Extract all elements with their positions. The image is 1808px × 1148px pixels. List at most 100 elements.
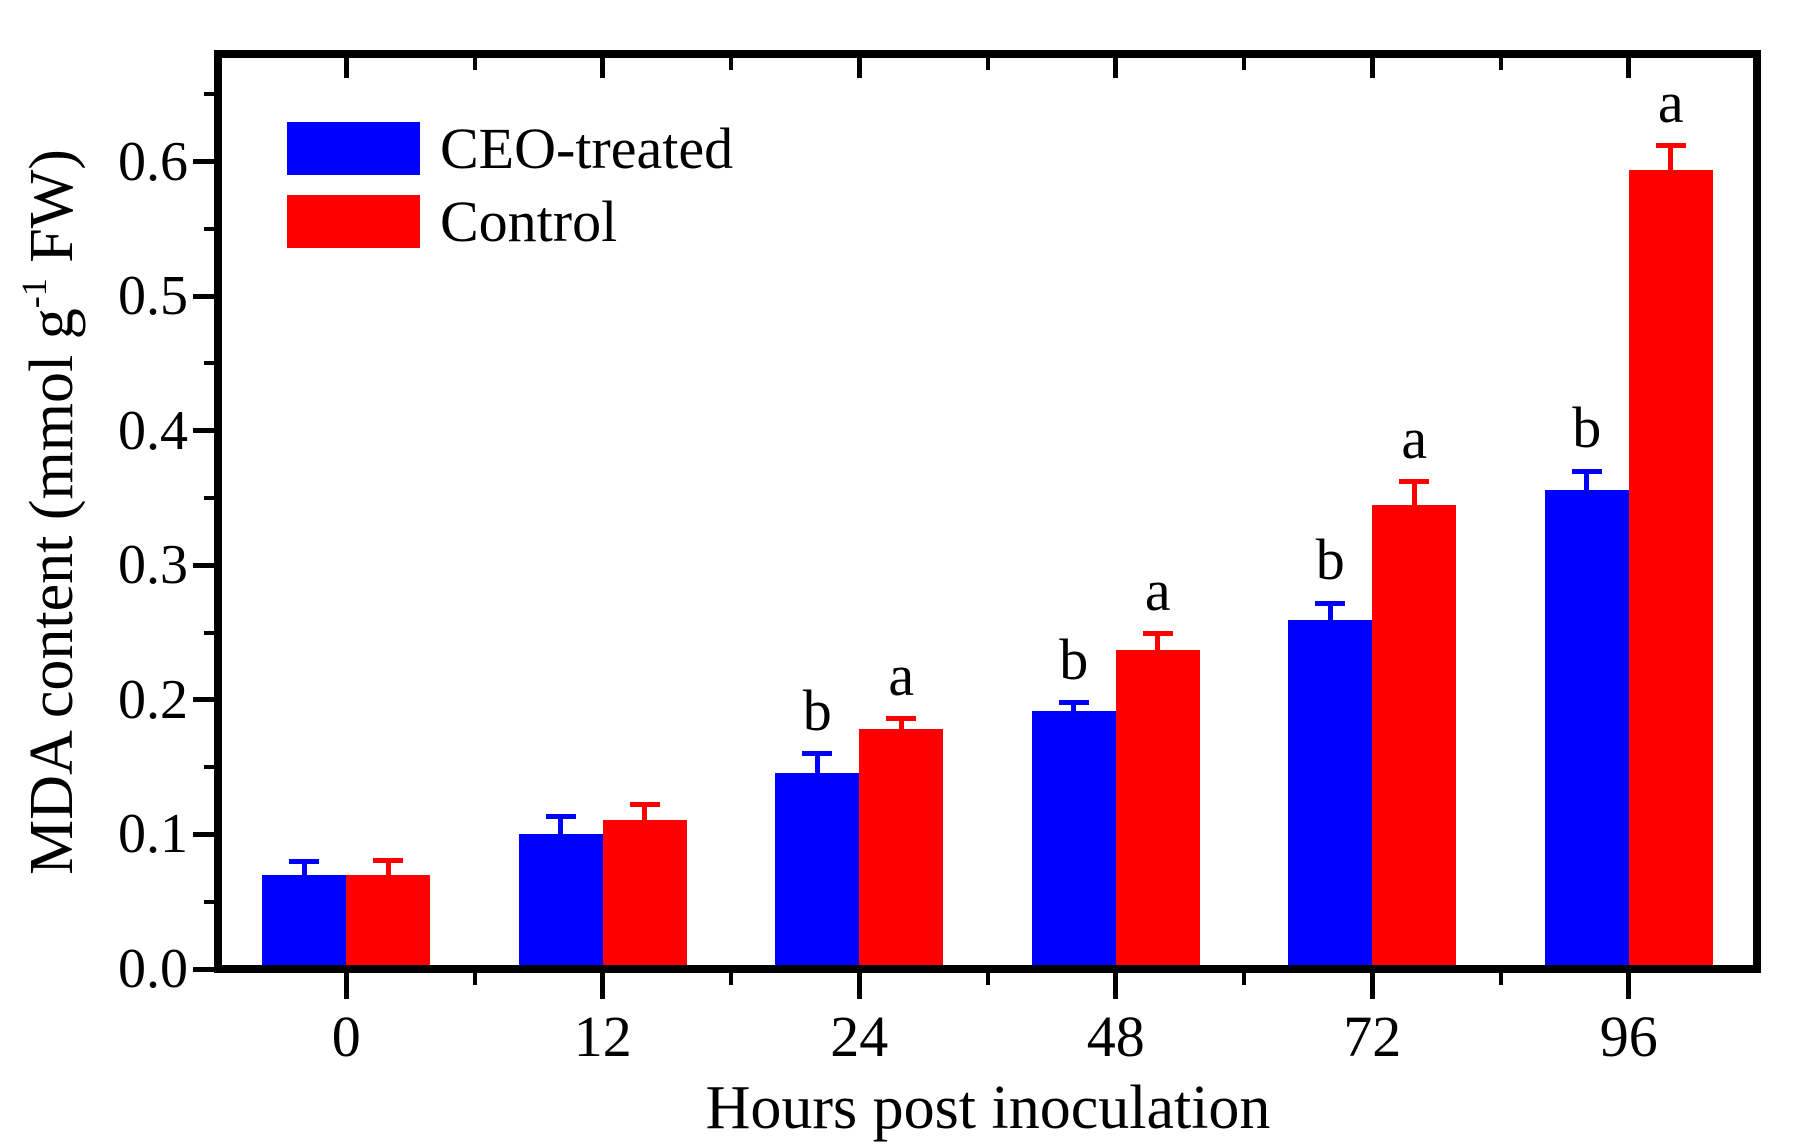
error-bar-line [1411, 481, 1417, 505]
x-axis-top-major-tick [343, 58, 349, 78]
error-bar-cap [1058, 700, 1089, 706]
bar-ceo-treated [775, 772, 860, 969]
y-axis-tick-label: 0.4 [118, 399, 188, 462]
y-axis-major-tick [193, 293, 218, 299]
x-axis-top-minor-tick [1498, 58, 1503, 70]
x-axis-minor-tick [1242, 971, 1246, 985]
x-axis-major-tick [1113, 971, 1119, 999]
x-axis-top-major-tick [1626, 58, 1632, 78]
legend-label: Control [440, 188, 618, 254]
error-bar-cap [1399, 479, 1430, 485]
bar-control [1115, 650, 1200, 969]
x-axis-top-minor-tick [985, 58, 990, 70]
x-axis-top-major-tick [856, 58, 862, 78]
y-axis-tick-label: 0.6 [118, 130, 188, 193]
error-bar-cap [802, 751, 833, 757]
significance-letter: b [1059, 626, 1089, 692]
y-axis-minor-tick [204, 92, 218, 97]
y-axis-title-unit: FW) [18, 149, 86, 279]
error-bar-cap [886, 716, 917, 722]
y-axis-major-tick [193, 562, 218, 568]
y-axis-minor-tick [204, 630, 218, 635]
x-axis-major-tick [1626, 971, 1632, 999]
y-axis-tick-label: 0.2 [118, 668, 188, 731]
x-axis-tick-label: 72 [1343, 1004, 1402, 1069]
x-axis-minor-tick [729, 971, 733, 985]
x-axis-minor-tick [1498, 971, 1503, 985]
significance-letter: a [888, 642, 915, 708]
x-axis-top-major-tick [1369, 58, 1375, 78]
error-bar-line [1327, 603, 1333, 621]
y-axis-minor-tick [204, 899, 218, 904]
bar-control [602, 819, 687, 969]
y-axis-tick-label: 0.0 [118, 938, 188, 1000]
x-axis-major-tick [856, 971, 862, 999]
bar-control [859, 729, 944, 969]
bar-control [1628, 169, 1713, 969]
bar-control [346, 874, 431, 969]
error-bar-line [1584, 471, 1590, 490]
error-bar-line [558, 816, 564, 835]
bar-ceo-treated [262, 874, 347, 969]
y-axis-minor-tick [204, 496, 218, 501]
error-bar-line [814, 753, 820, 773]
x-axis-top-minor-tick [472, 58, 477, 70]
error-bar-line [642, 804, 648, 820]
error-bar-cap [545, 814, 576, 820]
y-axis-major-tick [193, 428, 218, 434]
y-axis-major-tick [193, 159, 218, 165]
y-axis-major-tick [193, 697, 218, 703]
significance-letter: b [1315, 527, 1345, 592]
y-axis-title: MDA content (mmol g-1 FW) [14, 149, 91, 875]
significance-letter: b [802, 677, 832, 743]
error-bar-cap [1142, 631, 1173, 637]
bar-ceo-treated [1031, 710, 1116, 969]
error-bar-cap [289, 858, 320, 864]
significance-letter: a [1401, 405, 1428, 471]
bar-ceo-treated [518, 834, 603, 969]
y-axis-major-tick [193, 831, 218, 837]
error-bar-line [1155, 633, 1161, 651]
x-axis-tick-label: 0 [331, 1004, 361, 1069]
x-axis-top-major-tick [600, 58, 606, 78]
x-axis-tick-label: 48 [1086, 1004, 1145, 1069]
bar-ceo-treated [1288, 620, 1373, 969]
x-axis-major-tick [343, 971, 349, 999]
error-bar-line [898, 718, 904, 730]
error-bar-line [385, 860, 391, 875]
x-axis-major-tick [600, 971, 606, 999]
legend-item: Control [287, 185, 733, 258]
y-axis-tick-label: 0.1 [118, 803, 188, 866]
legend-label: CEO-treated [440, 115, 734, 181]
x-axis-minor-tick [472, 971, 477, 985]
legend-item: CEO-treated [287, 112, 733, 185]
x-axis-top-major-tick [1113, 58, 1119, 78]
x-axis-top-minor-tick [1242, 58, 1246, 70]
y-axis-major-tick [193, 966, 218, 972]
y-axis-title-superscript: -1 [14, 278, 54, 309]
error-bar-cap [1315, 600, 1346, 606]
legend: CEO-treated Control [287, 112, 733, 258]
x-axis-minor-tick [985, 971, 990, 985]
error-bar-cap [629, 802, 660, 808]
x-axis-tick-label: 24 [830, 1004, 889, 1069]
y-axis-minor-tick [204, 361, 218, 366]
error-bar-line [301, 861, 307, 875]
x-axis-major-tick [1369, 971, 1375, 999]
significance-letter: b [1572, 395, 1602, 461]
x-axis-tick-label: 96 [1599, 1004, 1658, 1069]
y-axis-title-text: MDA content (mmol g [18, 308, 86, 875]
y-axis-tick-label: 0.3 [118, 534, 188, 597]
x-axis-title: Hours post inoculation [705, 1074, 1271, 1142]
error-bar-cap [1571, 468, 1602, 474]
y-axis-minor-tick [204, 226, 218, 231]
plot-frame [214, 50, 1761, 973]
significance-letter: a [1144, 557, 1171, 623]
y-axis-minor-tick [204, 765, 218, 770]
legend-swatch [287, 195, 420, 248]
error-bar-cap [373, 857, 404, 863]
legend-swatch [287, 122, 420, 175]
x-axis-top-minor-tick [729, 58, 733, 70]
significance-letter: a [1657, 69, 1684, 135]
